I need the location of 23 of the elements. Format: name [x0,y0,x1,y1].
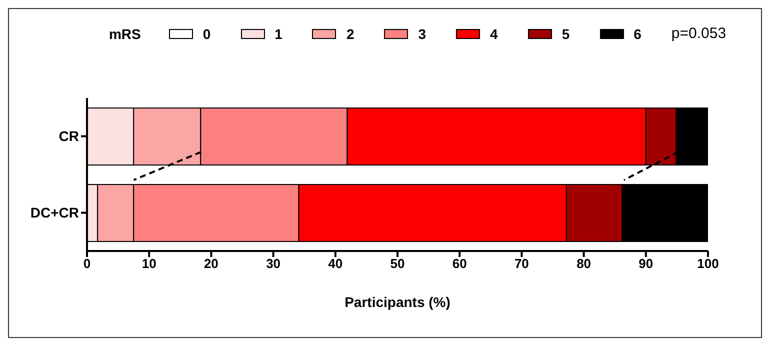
legend-label: 3 [417,26,426,42]
legend-label: 0 [202,26,211,42]
y-tick-label: CR [58,128,79,144]
legend-label: 4 [489,26,498,42]
x-tick-label: 60 [452,256,467,272]
legend-label: 6 [632,26,642,42]
legend-label: 5 [560,26,570,42]
y-tick-label: DC+CR [30,204,79,221]
text: p=0.053 [671,25,726,42]
x-tick-label: 100 [697,256,719,272]
legend-label: 2 [345,26,354,42]
x-tick-label: 0 [83,256,91,272]
x-tick-label: 10 [142,256,156,272]
legend-title: mRS [108,26,141,42]
x-tick-label: 20 [204,256,218,272]
legend-label: 1 [274,26,282,42]
x-tick-label: 90 [638,256,654,272]
x-tick-label: 50 [390,256,405,272]
x-tick-label: 40 [328,256,343,272]
x-tick-label: 70 [514,256,529,272]
x-tick-label: 30 [266,256,281,272]
x-tick-label: 80 [576,256,592,272]
x-axis-title: Participants (%) [344,294,450,310]
